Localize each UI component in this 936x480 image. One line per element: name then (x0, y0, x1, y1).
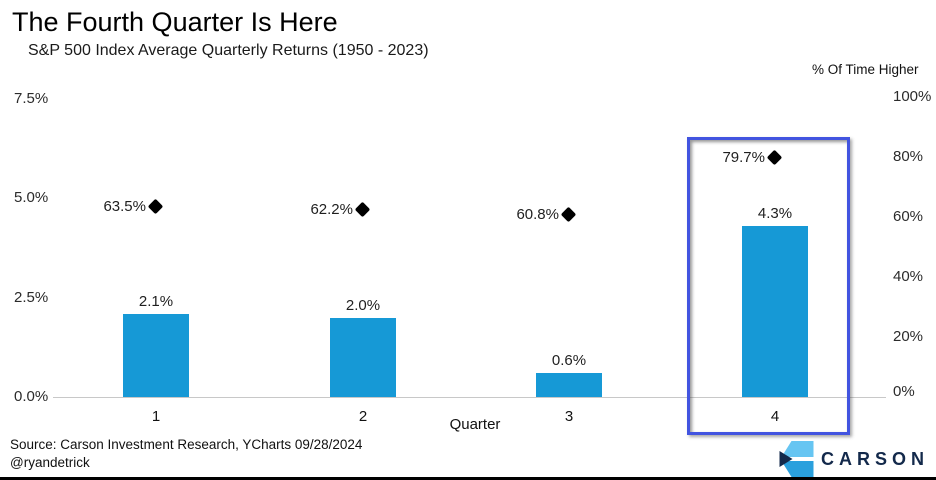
author-handle: @ryandetrick (10, 455, 90, 470)
x-category-label: 2 (358, 408, 368, 425)
pct-time-higher-marker (560, 206, 577, 222)
bar-quarter-3 (536, 373, 602, 397)
x-category-label: 4 (770, 408, 780, 425)
bar-value-label: 0.6% (551, 352, 587, 370)
pct-time-higher-label: 79.7% (722, 148, 765, 166)
bar-quarter-2 (330, 317, 396, 397)
right-axis-tick: 40% (893, 268, 924, 285)
chart-subtitle: S&P 500 Index Average Quarterly Returns … (28, 42, 429, 59)
left-axis-tick: 2.5% (14, 288, 49, 306)
bar-value-label: 2.1% (138, 292, 174, 310)
right-axis-tick: 20% (893, 328, 924, 345)
right-axis-tick: 80% (893, 148, 924, 165)
bar-quarter-4 (742, 226, 808, 397)
left-axis-tick: 7.5% (14, 90, 49, 108)
carson-logo-text: CARSON (821, 448, 930, 469)
pct-time-higher-label: 60.8% (516, 205, 559, 223)
x-axis-label: Quarter (449, 416, 501, 433)
x-category-label: 3 (564, 408, 574, 425)
carson-logo-icon (779, 440, 814, 477)
bar-value-label: 2.0% (345, 296, 381, 314)
x-axis-baseline (53, 397, 886, 398)
q4-highlight-box (687, 137, 850, 435)
left-axis-tick: 0.0% (14, 388, 49, 405)
right-axis-tick: 0% (893, 383, 915, 400)
pct-time-higher-marker (354, 202, 371, 218)
carson-logo: CARSON (779, 440, 929, 477)
bar-value-label: 4.3% (757, 205, 793, 223)
chart-title: The Fourth Quarter Is Here (12, 7, 338, 37)
pct-time-higher-marker (147, 198, 164, 214)
pct-time-higher-label: 63.5% (103, 197, 146, 215)
bottom-border-line (0, 477, 936, 480)
x-category-label: 1 (151, 408, 161, 425)
right-axis-title: % Of Time Higher (812, 62, 919, 77)
bar-quarter-1 (123, 313, 189, 397)
right-axis-tick: 60% (893, 208, 924, 225)
left-axis-tick: 5.0% (14, 189, 49, 207)
source-text: Source: Carson Investment Research, YCha… (10, 437, 363, 452)
right-axis-tick: 100% (893, 88, 932, 105)
pct-time-higher-label: 62.2% (310, 201, 353, 219)
